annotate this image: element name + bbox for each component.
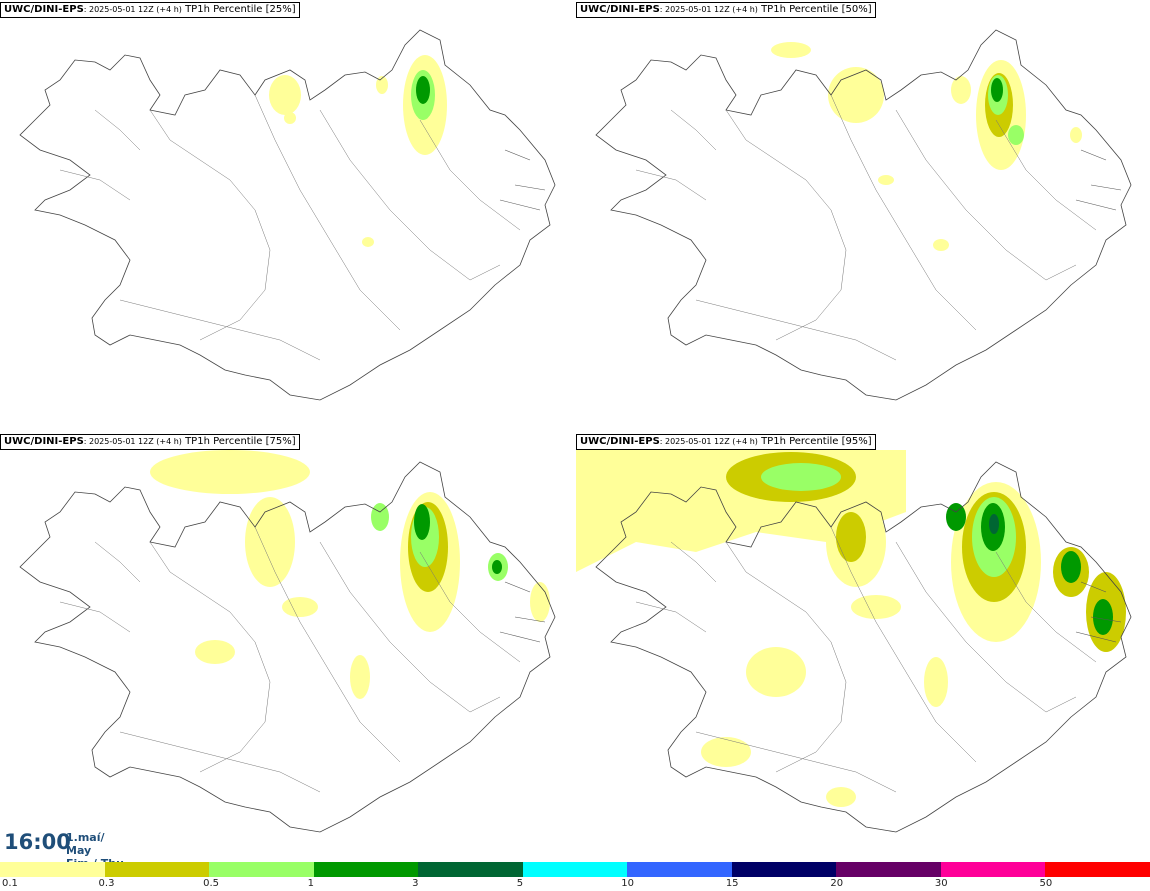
- legend-swatch: [418, 862, 523, 877]
- panel-title: UWC/DINI-EPS: 2025-05-01 12Z (+4 h) TP1h…: [0, 2, 300, 18]
- legend-label: 5: [516, 878, 524, 889]
- map-panel-p75: UWC/DINI-EPS: 2025-05-01 12Z (+4 h) TP1h…: [0, 432, 574, 862]
- legend-label: 30: [934, 878, 948, 889]
- valid-time-clock: 16:00: [4, 830, 71, 854]
- legend-label: 15: [725, 878, 739, 889]
- legend-swatch: [209, 862, 314, 877]
- legend-label: 0.5: [203, 878, 219, 889]
- iceland-map: [576, 450, 1132, 833]
- iceland-map: [595, 29, 1132, 401]
- iceland-map: [19, 29, 556, 401]
- legend-swatch: [104, 862, 210, 877]
- legend-label: 1: [307, 878, 314, 889]
- panel-title: UWC/DINI-EPS: 2025-05-01 12Z (+4 h) TP1h…: [576, 434, 876, 450]
- color-legend: [0, 862, 1150, 877]
- legend-label: 0.3: [98, 878, 115, 889]
- legend-swatch: [313, 862, 419, 877]
- legend-swatch: [731, 862, 837, 877]
- legend-label: 0.1: [2, 878, 18, 889]
- map-panel-p95: UWC/DINI-EPS: 2025-05-01 12Z (+4 h) TP1h…: [576, 432, 1150, 862]
- legend-labels: 0.1 0.3 0.5 1 3 5 10 15 20 30 50: [0, 877, 1150, 891]
- map-panel-p50: UWC/DINI-EPS: 2025-05-01 12Z (+4 h) TP1h…: [576, 0, 1150, 430]
- legend-label: 20: [830, 878, 844, 889]
- legend-label: 50: [1039, 878, 1053, 889]
- legend-swatch: [0, 862, 105, 877]
- legend-swatch: [627, 862, 732, 877]
- valid-time: 16:00 1.maí/ May Fim./ Thu: [0, 826, 128, 870]
- legend-swatch: [836, 862, 941, 877]
- panel-title: UWC/DINI-EPS: 2025-05-01 12Z (+4 h) TP1h…: [0, 434, 300, 450]
- legend-label: 10: [621, 878, 634, 889]
- legend-swatch: [1045, 862, 1150, 877]
- precip-field: [576, 450, 1126, 807]
- precip-field: [150, 450, 550, 699]
- iceland-map: [19, 450, 556, 833]
- precip-field: [269, 55, 447, 247]
- map-panel-p25: UWC/DINI-EPS: 2025-05-01 12Z (+4 h) TP1h…: [0, 0, 574, 430]
- legend-swatch: [522, 862, 628, 877]
- legend-label: 3: [412, 878, 419, 889]
- legend-swatch: [940, 862, 1046, 877]
- precip-field: [771, 42, 1082, 251]
- panel-title: UWC/DINI-EPS: 2025-05-01 12Z (+4 h) TP1h…: [576, 2, 876, 18]
